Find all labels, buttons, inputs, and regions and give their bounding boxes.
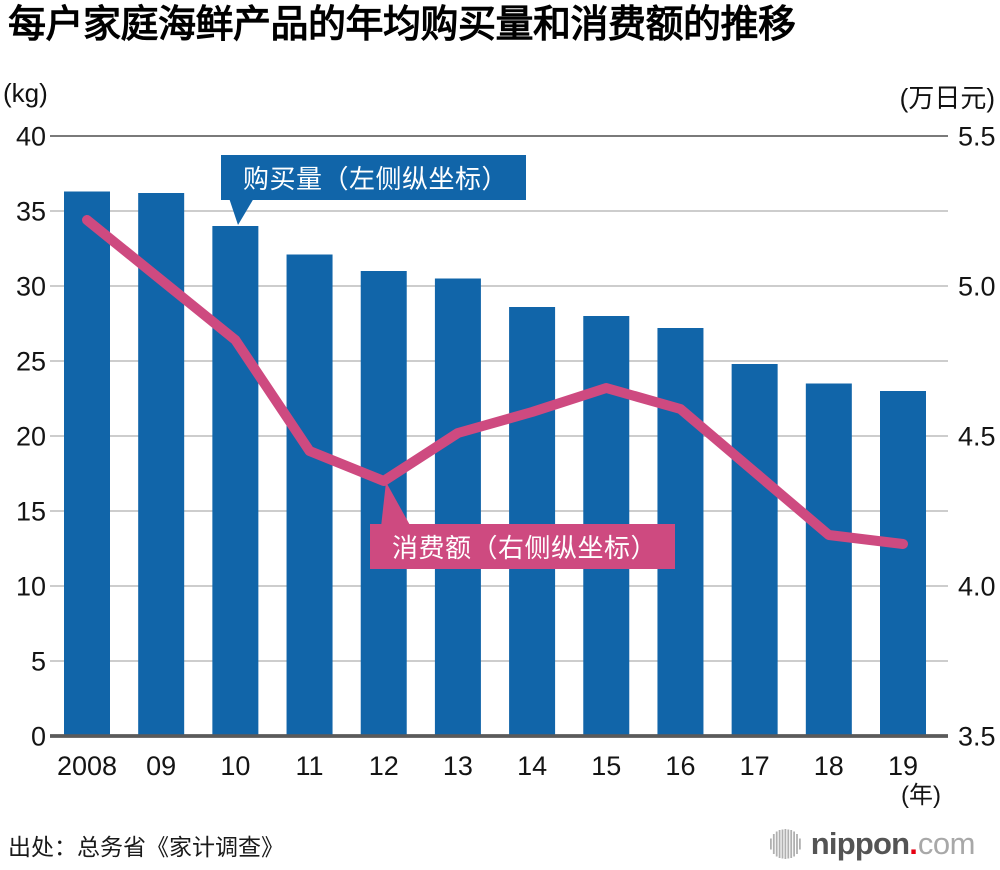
line-series-callout: 消费额（右侧纵坐标） bbox=[370, 524, 676, 569]
bar-2008 bbox=[64, 191, 110, 736]
logo-word: nippon bbox=[810, 826, 910, 861]
x-axis-tick-label: 14 bbox=[517, 751, 547, 781]
bar-14 bbox=[509, 307, 556, 736]
right-axis-unit-label: (万日元) bbox=[899, 83, 995, 113]
x-axis-tick-label: 09 bbox=[146, 751, 176, 781]
bar-17 bbox=[731, 364, 778, 736]
bar-13 bbox=[434, 278, 481, 736]
soundwave-bar bbox=[781, 829, 784, 859]
x-axis-tick-label: 15 bbox=[591, 751, 621, 781]
soundwave-bar bbox=[784, 829, 787, 859]
x-axis-tick-label: 2008 bbox=[57, 751, 117, 781]
right-axis-tick-label: 5.0 bbox=[958, 272, 996, 302]
x-axis-tick-label: 19 bbox=[888, 751, 918, 781]
soundwave-bar bbox=[798, 838, 801, 850]
right-axis-tick-label: 4.0 bbox=[958, 572, 996, 602]
x-axis-tick-label: 10 bbox=[220, 751, 250, 781]
soundwave-bar bbox=[775, 831, 778, 857]
soundwave-bar bbox=[778, 830, 781, 858]
soundwave-bar bbox=[769, 838, 772, 850]
bar-18 bbox=[805, 383, 852, 736]
right-axis-tick-label: 3.5 bbox=[958, 722, 996, 752]
soundwave-icon bbox=[769, 829, 801, 859]
x-axis-unit-label: (年) bbox=[901, 782, 941, 809]
bar-callout-tail bbox=[229, 198, 254, 225]
soundwave-bar bbox=[792, 831, 795, 857]
right-axis-tick-label: 5.5 bbox=[958, 122, 996, 152]
soundwave-bar bbox=[772, 834, 775, 854]
left-axis-tick-label: 25 bbox=[16, 347, 46, 377]
x-axis-tick-label: 13 bbox=[443, 751, 473, 781]
x-axis-tick-label: 18 bbox=[814, 751, 844, 781]
bar-19 bbox=[880, 391, 926, 736]
left-axis-tick-label: 0 bbox=[31, 722, 46, 752]
left-axis-tick-label: 20 bbox=[16, 422, 46, 452]
left-axis-tick-label: 10 bbox=[16, 572, 46, 602]
soundwave-bar bbox=[790, 830, 792, 858]
left-axis-tick-label: 40 bbox=[16, 122, 46, 152]
bar-10 bbox=[212, 226, 259, 736]
left-axis-tick-label: 30 bbox=[16, 272, 46, 302]
nippon-logo: nippon . com bbox=[768, 824, 976, 864]
bar-series-callout-label: 购买量（左侧纵坐标） bbox=[243, 164, 509, 194]
line-series-callout-label: 消费额（右侧纵坐标） bbox=[392, 533, 658, 563]
left-axis-tick-label: 15 bbox=[16, 497, 46, 527]
bar-series-callout: 购买量（左侧纵坐标） bbox=[221, 155, 527, 200]
x-axis-tick-label: 17 bbox=[740, 751, 770, 781]
logo-dot: . bbox=[909, 826, 918, 861]
soundwave-bar bbox=[795, 834, 798, 854]
chart-title: 每户家庭海鲜产品的年均购买量和消费额的推移 bbox=[8, 4, 796, 46]
line-callout-tail bbox=[381, 482, 411, 527]
logo-tld: com bbox=[917, 826, 976, 861]
x-axis-tick-label: 16 bbox=[665, 751, 695, 781]
x-axis-tick-label: 11 bbox=[296, 751, 324, 781]
soundwave-bar bbox=[787, 829, 789, 859]
right-axis-tick-label: 4.5 bbox=[958, 422, 996, 452]
trend-line bbox=[82, 215, 908, 549]
source-note: 出处：总务省《家计调查》 bbox=[8, 834, 284, 860]
left-axis-tick-label: 5 bbox=[31, 647, 46, 677]
x-axis-tick-label: 12 bbox=[369, 751, 399, 781]
left-axis-unit-label: (kg) bbox=[3, 78, 48, 108]
left-axis-tick-label: 35 bbox=[16, 197, 46, 227]
bar-11 bbox=[286, 254, 333, 736]
